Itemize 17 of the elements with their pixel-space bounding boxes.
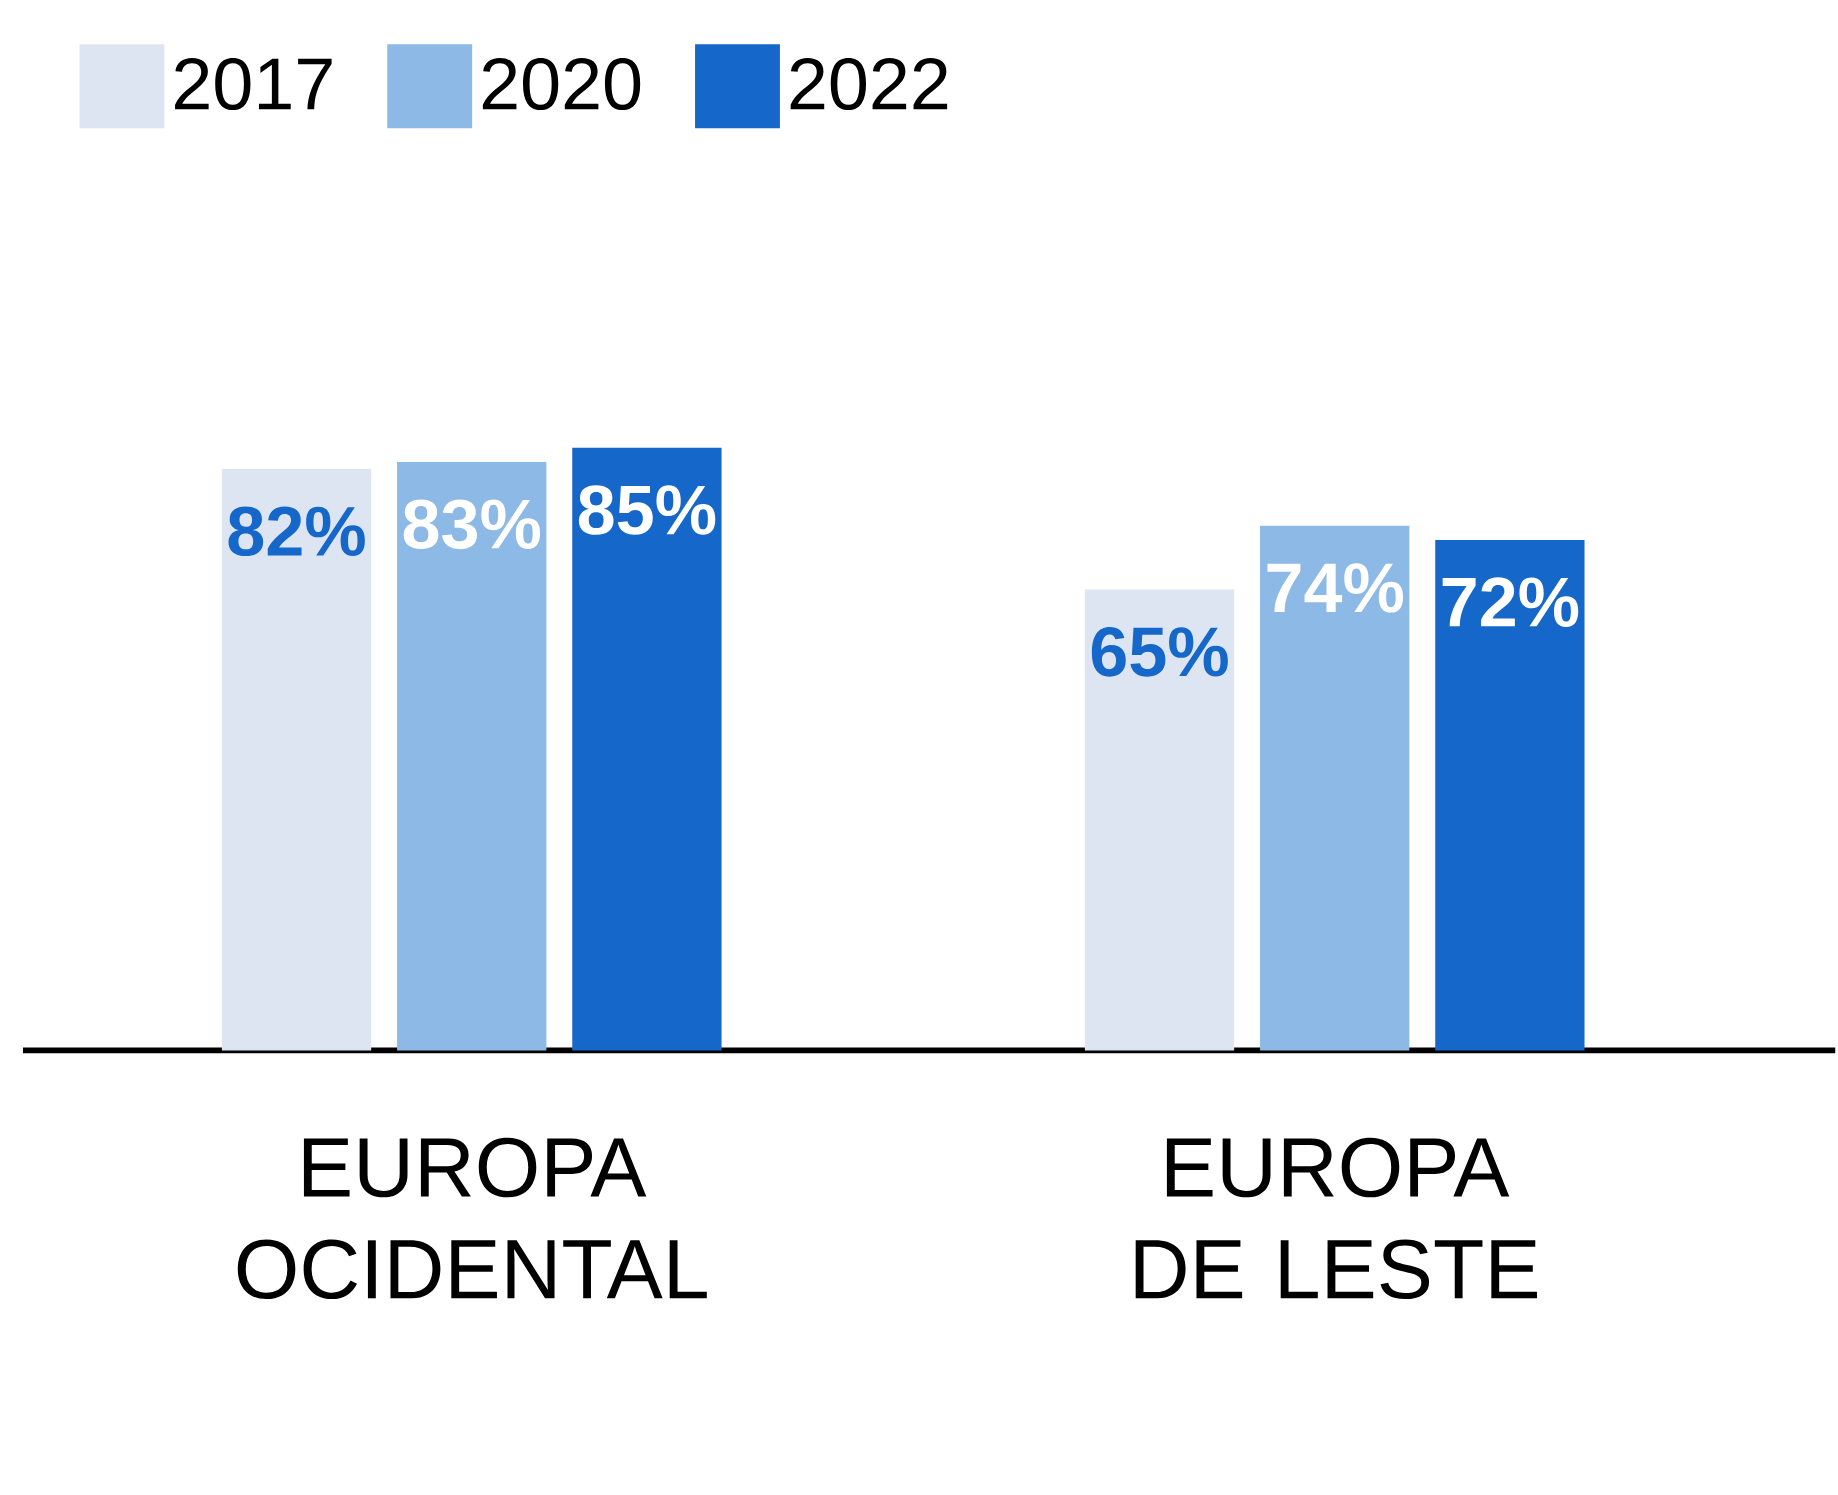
legend-label: 2017 <box>175 58 332 111</box>
legend-label: 2022 <box>790 58 948 111</box>
data-label: 74% <box>1267 563 1404 613</box>
legend-label: 2020 <box>482 58 641 111</box>
x-tick-label: EUROPA OCIDENTAL <box>237 1137 707 1300</box>
bar <box>1260 525 1410 1051</box>
data-label: 85% <box>578 485 716 535</box>
data-label: 83% <box>403 499 541 550</box>
bar <box>572 447 722 1051</box>
data-label: 72% <box>1442 577 1579 628</box>
data-label: 65% <box>1091 627 1228 677</box>
bar <box>1084 589 1235 1051</box>
bar <box>397 462 547 1051</box>
data-label: 82% <box>228 506 365 557</box>
x-tick-label: EUROPA DE LESTE <box>1135 1137 1537 1300</box>
bar <box>221 469 372 1051</box>
bar <box>1435 540 1585 1051</box>
